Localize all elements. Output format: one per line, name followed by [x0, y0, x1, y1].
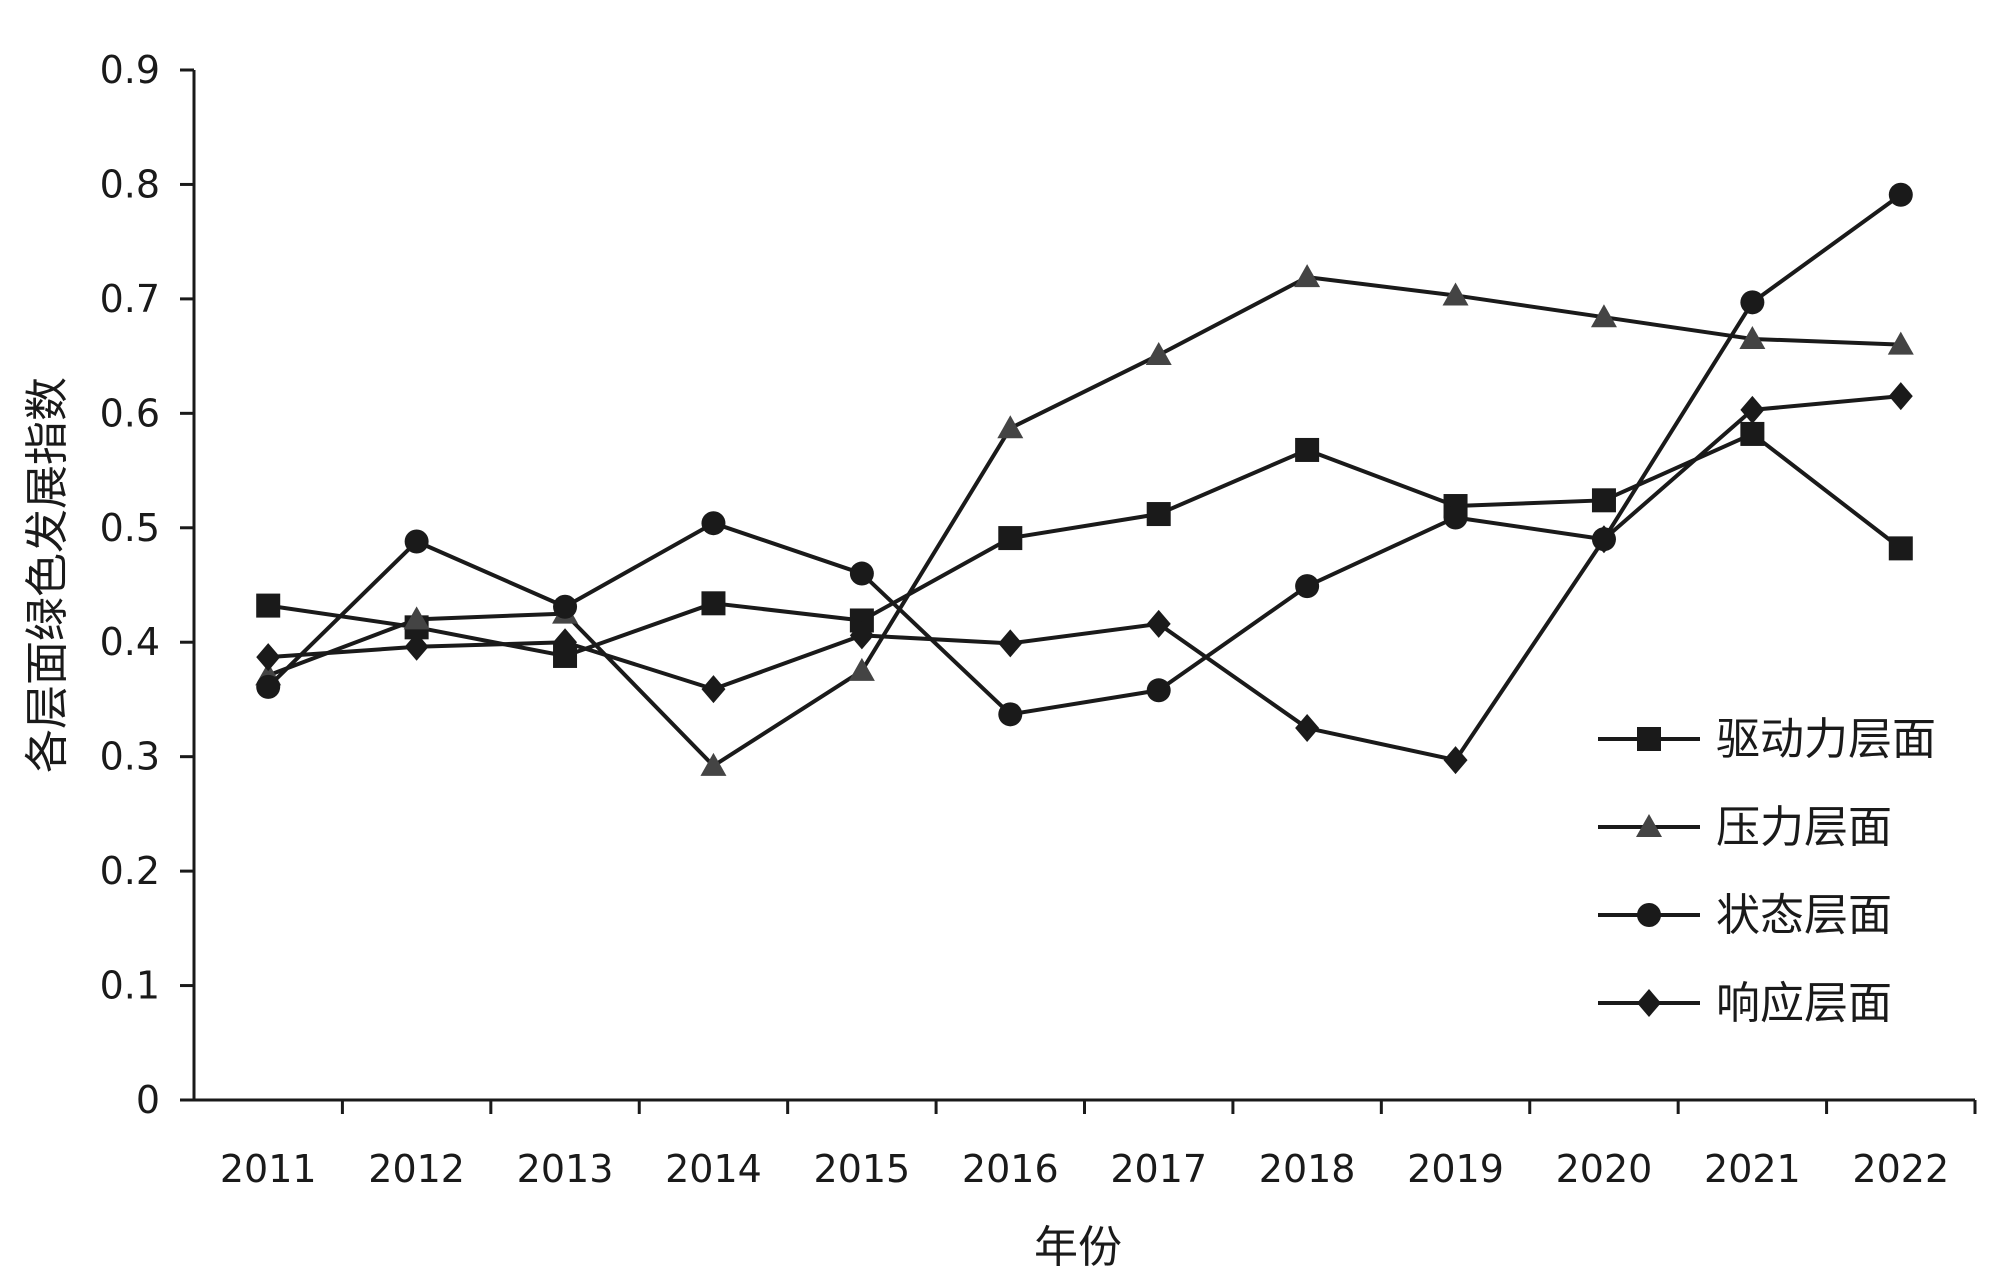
y-tick-label: 0.9	[100, 48, 160, 92]
x-tick-label: 2021	[1704, 1147, 1801, 1191]
data-point	[1294, 264, 1321, 288]
y-tick-label: 0.1	[100, 964, 160, 1008]
data-point	[998, 702, 1023, 727]
legend-label: 压力层面	[1716, 802, 1892, 853]
data-point	[1146, 678, 1171, 703]
x-tick-label: 2014	[665, 1147, 762, 1191]
legend-marker	[1636, 814, 1662, 837]
data-point	[849, 561, 874, 586]
series-line	[267, 275, 1901, 768]
data-point	[701, 591, 726, 616]
data-point	[1590, 304, 1617, 328]
y-tick-label: 0.5	[100, 506, 160, 550]
legend-marker	[1637, 903, 1661, 927]
data-point	[404, 632, 429, 661]
legend-marker	[1637, 727, 1661, 751]
data-point	[997, 415, 1024, 439]
data-point	[998, 526, 1023, 551]
series-triangle	[255, 264, 1914, 776]
data-point	[256, 674, 281, 699]
y-axis-ticks: 0 0.1 0.2 0.3 0.4 0.5 0.6 0.7 0.8 0.9	[100, 48, 194, 1122]
y-axis-title: 各层面绿色发展指数	[22, 377, 73, 773]
data-point	[1591, 525, 1616, 554]
y-tick-label: 0.4	[100, 620, 160, 664]
y-tick-label: 0.3	[100, 735, 160, 779]
x-tick-label: 2018	[1259, 1147, 1356, 1191]
x-tick-label: 2020	[1556, 1147, 1653, 1191]
x-tick-label: 2011	[220, 1147, 317, 1191]
series-square	[256, 421, 1913, 668]
data-point	[1146, 609, 1171, 638]
data-point	[1888, 182, 1913, 207]
data-point	[700, 752, 727, 776]
series-line	[267, 431, 1903, 658]
data-point	[1591, 488, 1616, 513]
x-tick-label: 2022	[1852, 1147, 1949, 1191]
x-tick-label: 2013	[517, 1147, 614, 1191]
x-tick-label: 2015	[814, 1147, 911, 1191]
series-line	[266, 193, 1902, 717]
x-tick-label: 2016	[962, 1147, 1059, 1191]
data-point	[1739, 325, 1766, 349]
legend-item: 压力层面	[1598, 802, 1892, 853]
data-point	[1443, 746, 1468, 775]
series-line	[268, 394, 1901, 763]
data-point	[1888, 382, 1913, 411]
data-point	[256, 643, 281, 672]
legend-label: 驱动力层面	[1716, 714, 1936, 765]
data-point	[701, 511, 726, 536]
data-point	[849, 621, 874, 650]
series-layer	[255, 182, 1914, 776]
data-point	[1740, 421, 1765, 446]
x-tick-label: 2012	[368, 1147, 465, 1191]
data-point	[403, 606, 430, 630]
legend-item: 状态层面	[1598, 890, 1892, 941]
legend-item: 响应层面	[1598, 978, 1892, 1029]
data-point	[1887, 331, 1914, 355]
x-axis-ticks: 2011 2012 2013 2014 2015 2016 2017 2018 2019 2020…	[220, 1100, 1977, 1191]
legend-label: 响应层面	[1716, 978, 1892, 1029]
data-point	[1146, 502, 1171, 527]
data-point	[1888, 536, 1913, 561]
y-tick-label: 0.7	[100, 277, 160, 321]
y-tick-label: 0.2	[100, 849, 160, 893]
legend-item: 驱动力层面	[1598, 714, 1936, 765]
legend-marker	[1637, 989, 1661, 1017]
series-diamond	[256, 382, 1913, 775]
data-point	[553, 594, 578, 619]
data-point	[553, 628, 578, 657]
y-tick-label: 0	[136, 1078, 160, 1122]
y-tick-label: 0.8	[100, 162, 160, 206]
data-point	[998, 629, 1023, 658]
data-point	[701, 675, 726, 704]
data-point	[1442, 282, 1469, 306]
data-point	[1295, 714, 1320, 743]
x-tick-label: 2017	[1110, 1147, 1207, 1191]
data-point	[256, 593, 281, 618]
y-tick-label: 0.6	[100, 391, 160, 435]
data-point	[1295, 574, 1320, 599]
data-point	[1740, 290, 1765, 315]
x-axis-title: 年份	[1034, 1222, 1122, 1273]
x-tick-label: 2019	[1407, 1147, 1504, 1191]
data-point	[1295, 437, 1320, 462]
data-point	[1740, 395, 1765, 424]
data-point	[1443, 505, 1468, 530]
data-point	[848, 657, 875, 681]
legend-label: 状态层面	[1716, 890, 1892, 941]
data-point	[1145, 341, 1172, 365]
data-point	[404, 529, 429, 554]
